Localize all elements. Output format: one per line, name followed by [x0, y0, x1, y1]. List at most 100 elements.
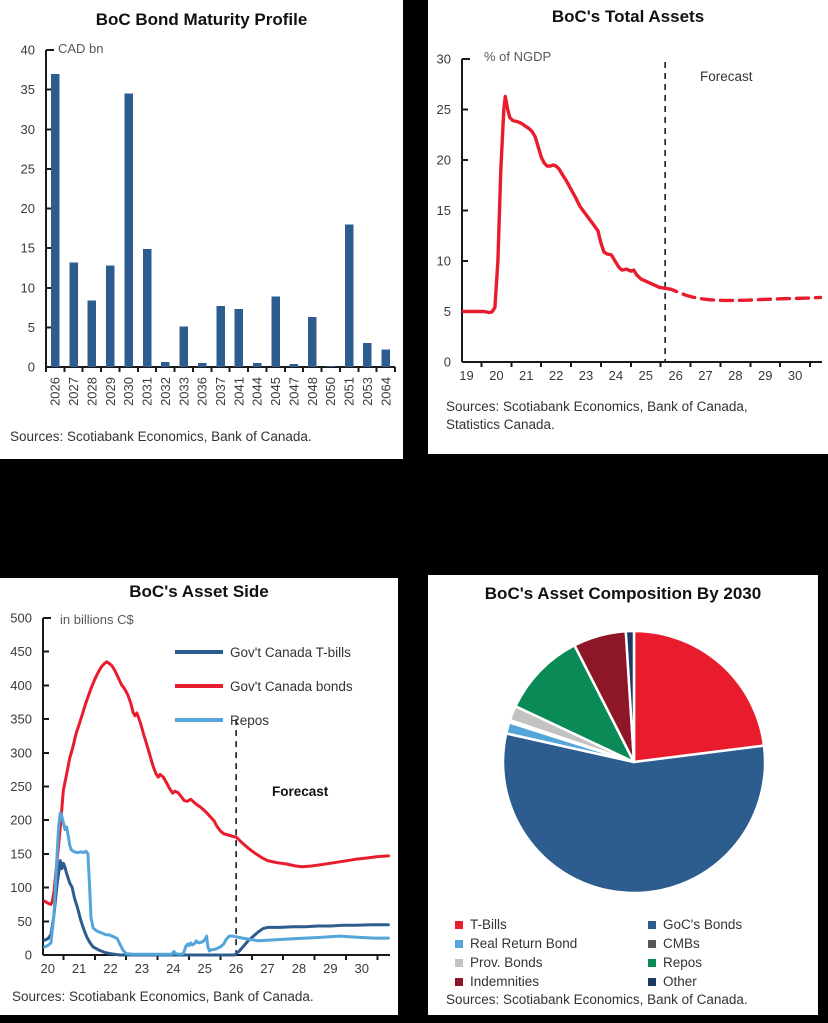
legend-item-cmbs: CMBs: [648, 934, 742, 953]
x-axis-ticks: [45, 367, 396, 372]
svg-text:21: 21: [519, 368, 533, 383]
total-assets-line-chart: 0 5 10 15 20 25 30 19 20 21 22 23 24 25 26 27 28 29 30: [437, 52, 823, 383]
svg-text:24: 24: [609, 368, 623, 383]
asset-side-title: BoC's Asset Side: [129, 582, 269, 601]
x-axis-labels: 20 21 22 23 24 25 26 27 28 29 30: [40, 961, 368, 976]
svg-text:30: 30: [788, 368, 802, 383]
svg-text:10: 10: [437, 254, 451, 269]
tbills-line-swatch: [175, 650, 223, 654]
svg-text:2047: 2047: [287, 377, 302, 406]
svg-text:24: 24: [166, 961, 180, 976]
svg-text:400: 400: [10, 678, 32, 693]
bar: [363, 343, 372, 367]
svg-text:350: 350: [10, 712, 32, 727]
y-axis-unit-label: % of NGDP: [484, 49, 552, 64]
svg-text:21: 21: [72, 961, 86, 976]
panel-asset-composition: BoC's Asset Composition By 2030 T-Bills …: [428, 575, 818, 1015]
bar: [381, 349, 391, 367]
svg-text:100: 100: [10, 880, 32, 895]
bar: [50, 73, 60, 368]
svg-text:2044: 2044: [250, 377, 265, 406]
svg-text:2033: 2033: [176, 377, 191, 406]
svg-text:26: 26: [229, 961, 243, 976]
svg-text:2041: 2041: [231, 377, 246, 406]
pie-legend-right-column: GoC's Bonds CMBs Repos Other: [648, 915, 742, 991]
svg-text:0: 0: [25, 948, 32, 963]
svg-text:10: 10: [21, 280, 35, 295]
legend-item-repos: Repos: [175, 710, 269, 730]
svg-text:40: 40: [21, 43, 35, 58]
svg-text:30: 30: [355, 961, 369, 976]
bar: [253, 363, 262, 367]
legend-item-prov-bonds: Prov. Bonds: [455, 953, 577, 972]
bond-maturity-title: BoC Bond Maturity Profile: [95, 10, 308, 29]
svg-text:5: 5: [444, 304, 451, 319]
svg-text:2036: 2036: [195, 377, 210, 406]
bond-maturity-bar-chart: 0 5 10 15 20 25 30 35 40 2026 2027 2028 2029 2030 2031…: [21, 43, 396, 406]
svg-text:25: 25: [639, 368, 653, 383]
svg-text:2032: 2032: [158, 377, 173, 406]
svg-text:23: 23: [135, 961, 149, 976]
legend-label: GoC's Bonds: [663, 917, 743, 932]
svg-text:19: 19: [459, 368, 473, 383]
svg-text:2030: 2030: [121, 377, 136, 406]
svg-text:2045: 2045: [268, 377, 283, 406]
svg-text:2037: 2037: [213, 377, 228, 406]
legend-label: Repos: [663, 955, 703, 970]
legend-label: Prov. Bonds: [470, 955, 543, 970]
svg-text:250: 250: [10, 779, 32, 794]
repos-line-swatch: [175, 718, 223, 722]
legend-item-goc-bonds: GoC's Bonds: [648, 915, 742, 934]
bar: [124, 93, 133, 367]
svg-text:20: 20: [489, 368, 503, 383]
svg-text:22: 22: [549, 368, 563, 383]
svg-text:27: 27: [260, 961, 274, 976]
legend-label: Indemnities: [470, 974, 540, 989]
svg-text:15: 15: [21, 241, 35, 256]
svg-text:2053: 2053: [360, 377, 375, 406]
legend-label: Gov't Canada T-bills: [230, 644, 351, 660]
x-axis-labels: 2026 2027 2028 2029 2030 2031 2032 2033 2036 2037…: [48, 377, 394, 406]
svg-text:26: 26: [668, 368, 682, 383]
y-axis-unit-label: CAD bn: [58, 41, 104, 56]
svg-text:2050: 2050: [323, 377, 338, 406]
forecast-annotation: Forecast: [700, 69, 753, 84]
series-repos: [43, 811, 390, 956]
legend-item-other: Other: [648, 972, 742, 991]
svg-text:30: 30: [21, 122, 35, 137]
cmbs-swatch: [648, 939, 656, 948]
svg-text:29: 29: [323, 961, 337, 976]
y-axis-unit-label: in billions C$: [60, 612, 134, 627]
pie-slice-goc-s-bonds: [501, 732, 767, 895]
panel-bond-maturity-profile: BoC Bond Maturity Profile CAD bn 0 5 10 15 2…: [0, 0, 403, 459]
svg-text:28: 28: [292, 961, 306, 976]
indemnities-swatch: [455, 977, 463, 986]
svg-text:300: 300: [10, 745, 32, 760]
forecast-annotation: Forecast: [272, 784, 329, 799]
svg-text:2051: 2051: [342, 377, 357, 406]
pie-slice-other: [624, 629, 636, 764]
svg-text:200: 200: [10, 813, 32, 828]
tbills-swatch: [455, 920, 463, 929]
asset-side-line-chart: 0 50 100 150 200 250 300 350 400 450 500 20 21 22 23 24…: [10, 611, 390, 976]
svg-text:150: 150: [10, 846, 32, 861]
source-note: Sources: Scotiabank Economics, Bank of C…: [10, 429, 312, 444]
source-note: Sources: Scotiabank Economics, Bank of C…: [446, 399, 748, 432]
svg-text:2026: 2026: [48, 377, 63, 406]
svg-text:23: 23: [579, 368, 593, 383]
svg-text:35: 35: [21, 82, 35, 97]
svg-text:15: 15: [437, 203, 451, 218]
svg-text:0: 0: [28, 360, 35, 375]
svg-text:0: 0: [444, 355, 451, 370]
svg-text:500: 500: [10, 611, 32, 626]
source-note: Sources: Scotiabank Economics, Bank of C…: [12, 989, 314, 1004]
bar: [106, 265, 115, 367]
svg-text:5: 5: [28, 320, 35, 335]
svg-text:2048: 2048: [305, 377, 320, 406]
x-axis-ticks: [480, 362, 812, 367]
series-gov-t-canada-bonds: [43, 660, 390, 906]
pie-slices: [501, 629, 767, 895]
legend-item-real-return-bond: Real Return Bond: [455, 934, 577, 953]
series-boc-total-assets-of-ngdp: [461, 94, 823, 315]
